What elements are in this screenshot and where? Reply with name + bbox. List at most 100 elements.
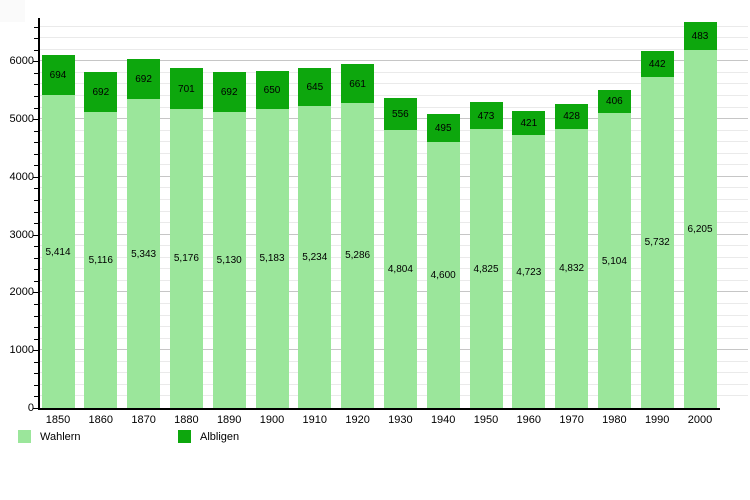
x-tick-label: 1980 [602, 414, 627, 426]
y-tick-minor [34, 280, 38, 282]
bar-value-label-albligen: 421 [520, 117, 538, 129]
bar-value-label-albligen: 483 [691, 30, 709, 42]
bar-group-1990: 5,732 442 [640, 51, 674, 408]
bar-value-label-wahlern: 4,600 [430, 270, 456, 282]
legend-item-wahlern: Wahlern [18, 429, 168, 445]
x-tick-label: 1850 [45, 414, 71, 426]
bar-segment-albligen: 421 [512, 110, 546, 136]
y-tick-label: 4000 [9, 170, 34, 183]
bar-value-label-wahlern: 5,414 [45, 246, 71, 258]
bar-segment-wahlern: 5,732 [640, 76, 674, 408]
bar-segment-wahlern: 5,176 [169, 108, 203, 408]
bar-group-1950: 4,825 473 [469, 101, 503, 408]
bar-segment-wahlern: 4,825 [469, 129, 503, 408]
bar-segment-wahlern: 6,205 [683, 49, 717, 408]
bar-value-label-albligen: 650 [263, 84, 281, 96]
y-tick-minor [34, 107, 38, 109]
bar-segment-wahlern: 5,104 [597, 113, 631, 408]
bar-group-1910: 5,234 645 [298, 68, 332, 408]
y-tick-label: 6000 [9, 55, 34, 68]
bar-group-1980: 5,104 406 [597, 89, 631, 408]
bar-value-label-albligen: 442 [648, 59, 666, 71]
x-tick-label: 1970 [559, 414, 584, 426]
bar-segment-albligen: 556 [383, 98, 417, 131]
bar-segment-wahlern: 5,183 [255, 108, 289, 408]
x-tick-label: 1990 [644, 414, 670, 426]
bar-value-label-wahlern: 5,130 [216, 254, 242, 266]
y-tick-label: 3000 [9, 228, 34, 241]
bar-value-label-wahlern: 5,732 [644, 237, 670, 249]
bar-value-label-wahlern: 5,116 [88, 255, 113, 267]
y-tick-major [33, 119, 38, 121]
legend: Wahlern Albligen [0, 429, 750, 449]
x-tick-label: 1930 [388, 414, 413, 426]
y-axis-line [38, 18, 40, 409]
y-tick-major [33, 292, 38, 294]
legend-swatch-wahlern [18, 430, 31, 443]
bar-value-label-albligen: 556 [392, 109, 409, 121]
bar-segment-wahlern: 5,234 [298, 105, 332, 408]
y-tick-label: 0 [27, 402, 34, 414]
bar-segment-albligen: 692 [84, 72, 118, 113]
x-tick-label: 1910 [302, 414, 328, 426]
bar-value-label-wahlern: 4,825 [473, 263, 499, 275]
gridline-minor [40, 48, 748, 50]
y-tick-minor [34, 84, 38, 86]
bar-group-1900: 5,183 650 [255, 71, 289, 408]
y-tick-minor [34, 72, 38, 74]
x-tick-label: 1880 [174, 414, 199, 426]
bar-segment-albligen: 483 [683, 21, 717, 50]
bar-value-label-wahlern: 5,234 [302, 251, 328, 263]
corner-artifact [0, 0, 25, 22]
y-tick-minor [34, 338, 38, 340]
y-tick-minor [34, 223, 38, 225]
y-tick-minor [34, 188, 38, 190]
x-tick-label: 1890 [216, 414, 242, 426]
x-tick-label: 2000 [687, 414, 713, 426]
bar-group-1890: 5,130 692 [212, 71, 246, 408]
gridline-minor [40, 83, 748, 85]
gridline-minor [40, 71, 748, 73]
y-tick-minor [34, 49, 38, 51]
bar-segment-albligen: 650 [255, 71, 289, 109]
y-tick-label: 1000 [9, 344, 34, 357]
bar-value-label-albligen: 701 [178, 83, 195, 95]
bar-value-label-wahlern: 5,183 [259, 253, 285, 265]
x-tick-label: 1950 [473, 414, 499, 426]
y-tick-minor [34, 246, 38, 248]
bar-value-label-albligen: 692 [92, 87, 110, 99]
bar-segment-wahlern: 4,723 [512, 135, 546, 408]
y-tick-minor [34, 315, 38, 317]
bar-value-label-wahlern: 4,804 [387, 264, 413, 276]
y-tick-minor [34, 153, 38, 155]
bar-segment-wahlern: 5,286 [341, 102, 375, 408]
gridline-minor [40, 95, 748, 96]
y-tick-major [33, 408, 38, 409]
bar-segment-albligen: 442 [640, 51, 674, 77]
y-tick-minor [34, 304, 38, 305]
bar-segment-albligen: 692 [127, 59, 161, 100]
y-tick-minor [34, 327, 38, 329]
bar-value-label-wahlern: 5,343 [131, 248, 157, 260]
y-tick-label: 5000 [9, 113, 34, 126]
y-tick-minor [34, 130, 38, 132]
bar-value-label-albligen: 692 [220, 86, 238, 98]
bar-value-label-albligen: 694 [49, 70, 67, 82]
y-tick-minor [34, 38, 38, 40]
bar-segment-albligen: 473 [469, 101, 503, 130]
bar-value-label-albligen: 473 [477, 110, 495, 122]
y-tick-major [33, 234, 38, 236]
x-tick-label: 1920 [345, 414, 370, 426]
gridline-major [40, 60, 748, 62]
bar-segment-wahlern: 5,414 [41, 95, 75, 408]
bar-value-label-wahlern: 4,832 [559, 263, 585, 275]
y-tick-minor [34, 200, 38, 201]
y-tick-minor [34, 257, 38, 259]
bar-value-label-albligen: 406 [606, 96, 623, 108]
bar-group-1920: 5,286 661 [341, 64, 375, 408]
x-tick-label: 1940 [430, 414, 456, 426]
y-tick-minor [34, 96, 38, 97]
plot-area: 5,414 694 5,116 692 5,343 692 5,176 701 5,130 692… [40, 18, 748, 408]
y-tick-minor [34, 361, 38, 363]
